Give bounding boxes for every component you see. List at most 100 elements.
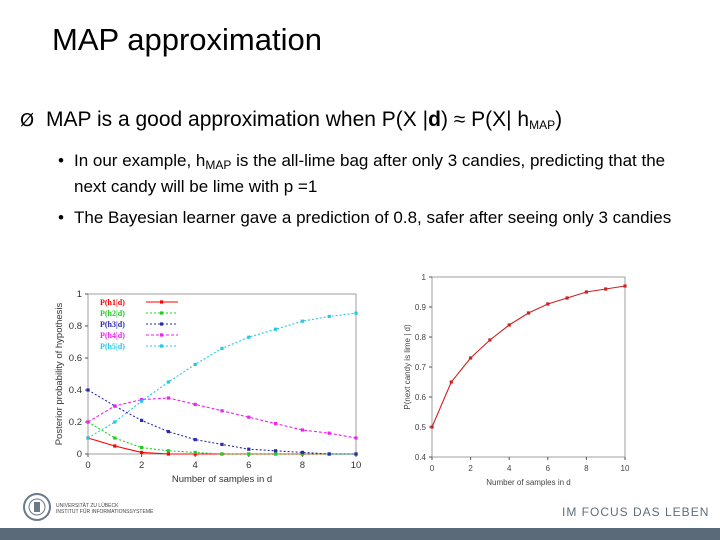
data-point [327, 431, 331, 435]
data-point [507, 323, 511, 327]
data-point [274, 327, 278, 331]
data-point [274, 452, 278, 456]
main-bullet: Ø MAP is a good approximation when P(X |d… [20, 108, 562, 132]
data-point [274, 449, 278, 453]
data-point [86, 388, 90, 392]
series-line [431, 285, 626, 428]
data-point [166, 449, 170, 453]
y-tick-label: 1 [422, 273, 427, 282]
legend-label: P(h5|d) [100, 342, 125, 351]
data-point [193, 362, 197, 366]
series-line [87, 397, 357, 439]
bullet-dot-icon: • [58, 208, 64, 227]
legend-marker [160, 344, 164, 348]
data-point [86, 436, 90, 440]
data-point [327, 314, 331, 318]
slogan: IM FOCUS DAS LEBEN [562, 505, 710, 519]
data-point [546, 302, 550, 306]
data-point [113, 404, 117, 408]
x-tick-label: 10 [351, 460, 362, 471]
arrow-bullet-icon: Ø [20, 110, 35, 131]
data-point [247, 447, 251, 451]
data-point [113, 444, 117, 448]
y-axis-label: P(next candy is lime | d) [403, 324, 412, 410]
y-tick-label: 0.9 [415, 303, 427, 312]
x-tick-label: 8 [584, 464, 589, 473]
data-point [140, 399, 144, 403]
data-point [300, 319, 304, 323]
legend-marker [160, 311, 164, 315]
main-bullet-bold: d [428, 108, 441, 131]
data-point [166, 452, 170, 456]
data-point [469, 356, 473, 360]
sub-bullet-2-text: The Bayesian learner gave a prediction o… [74, 208, 672, 227]
x-tick-label: 0 [85, 460, 90, 471]
data-point [193, 402, 197, 406]
legend-marker [160, 333, 164, 337]
data-point [247, 415, 251, 419]
university-name: UNIVERSITÄT ZU LÜBECK INSTITUT FÜR INFOR… [56, 503, 153, 515]
x-axis-label: Number of samples in d [486, 478, 570, 487]
series-line [87, 312, 357, 439]
y-tick-label: 0.4 [415, 453, 427, 462]
data-point [220, 409, 224, 413]
data-point [354, 452, 358, 456]
sub-bullet-1-post: is the all-lime bag after only 3 candies… [74, 151, 666, 196]
data-point [247, 452, 251, 456]
slide-title: MAP approximation [52, 22, 322, 57]
main-bullet-text-mid: ) ≈ P(X| h [440, 108, 530, 131]
y-tick-label: 0 [77, 449, 82, 460]
sub-bullet-1: • In our example, hMAP is the all-lime b… [58, 150, 698, 197]
footer-bar [0, 528, 720, 540]
data-point [623, 284, 627, 288]
data-point [274, 422, 278, 426]
y-tick-label: 0.2 [69, 417, 82, 428]
data-point [449, 380, 453, 384]
y-tick-label: 0.4 [69, 385, 82, 396]
data-point [526, 311, 531, 315]
data-point [193, 438, 197, 442]
x-tick-label: 10 [621, 464, 630, 473]
data-point [140, 446, 144, 450]
data-point [166, 396, 170, 400]
plot-frame [431, 276, 626, 458]
university-line-1: UNIVERSITÄT ZU LÜBECK [56, 503, 119, 509]
x-axis-label: Number of samples in d [172, 474, 272, 485]
data-point [140, 418, 144, 422]
data-point [327, 452, 331, 456]
data-point [113, 436, 117, 440]
data-point [300, 428, 304, 432]
y-tick-label: 0.8 [415, 333, 427, 342]
x-tick-label: 6 [546, 464, 551, 473]
main-bullet-sub: MAP [529, 118, 556, 132]
data-point [193, 450, 197, 454]
main-bullet-text-post: ) [555, 108, 563, 131]
legend-label: P(h1|d) [100, 298, 125, 307]
data-point [488, 338, 492, 342]
data-point [166, 380, 170, 384]
x-tick-label: 0 [430, 464, 435, 473]
legend-label: P(h2|d) [100, 309, 125, 318]
legend-label: P(h4|d) [100, 331, 125, 340]
main-bullet-text-pre: MAP is a good approximation when P(X | [46, 108, 429, 131]
sub-bullet-1-sub: MAP [205, 158, 232, 172]
data-point [220, 442, 224, 446]
data-point [430, 425, 434, 429]
y-tick-label: 0.8 [69, 321, 82, 332]
y-tick-label: 0.6 [69, 353, 82, 364]
legend-marker [160, 322, 164, 326]
data-point [113, 420, 117, 424]
x-tick-label: 2 [139, 460, 144, 471]
data-point [220, 346, 224, 350]
y-tick-label: 1 [77, 289, 82, 300]
data-point [354, 311, 358, 315]
sub-bullet-1-pre: In our example, h [74, 151, 206, 170]
legend-label: P(h3|d) [100, 320, 125, 329]
legend-marker [160, 300, 164, 304]
data-point [604, 287, 608, 291]
data-point [300, 450, 304, 454]
y-axis-label: Posterior probability of hypothesis [54, 302, 65, 445]
university-line-2: INSTITUT FÜR INFORMATIONSSYSTEME [56, 509, 154, 515]
